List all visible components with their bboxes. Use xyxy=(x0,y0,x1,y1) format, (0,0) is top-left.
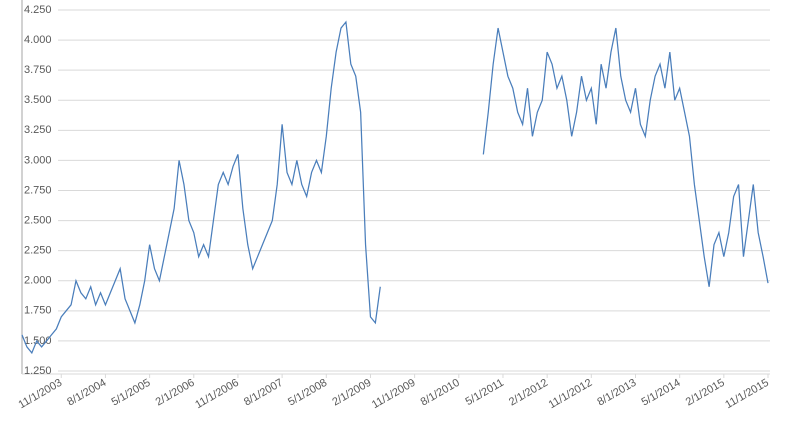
y-tick-label: 1.750 xyxy=(24,305,52,317)
x-tick-label: 5/1/2005 xyxy=(109,377,152,409)
data-line xyxy=(21,20,769,355)
x-tick-label: 8/1/2010 xyxy=(419,377,462,409)
y-tick-label: 3.500 xyxy=(24,94,52,106)
x-tick-label: 8/1/2004 xyxy=(65,377,108,409)
y-tick-label: 1.250 xyxy=(24,365,52,377)
x-tick-label: 11/1/2003 xyxy=(17,377,65,411)
x-tick-label: 5/1/2011 xyxy=(464,377,506,408)
y-tick-label: 3.000 xyxy=(24,154,52,166)
y-tick-label: 2.500 xyxy=(24,214,52,226)
x-tick-label: 2/1/2009 xyxy=(330,377,373,409)
y-tick-label: 4.250 xyxy=(24,4,52,16)
x-tick-label: 2/1/2015 xyxy=(684,377,727,409)
x-tick-label: 11/1/2012 xyxy=(547,377,595,411)
y-tick-label: 2.000 xyxy=(24,275,52,287)
y-tick-label: 2.750 xyxy=(24,184,52,196)
x-tick-label: 2/1/2006 xyxy=(154,377,197,409)
y-tick-label: 3.250 xyxy=(24,124,52,136)
y-tick-label: 2.250 xyxy=(24,245,52,257)
x-tick-label: 11/1/2015 xyxy=(723,377,771,411)
y-tick-label: 3.750 xyxy=(24,64,52,76)
x-tick-label: 5/1/2008 xyxy=(286,377,329,409)
x-tick-label: 8/1/2013 xyxy=(595,377,638,409)
x-tick-label: 5/1/2014 xyxy=(640,377,683,409)
y-tick-label: 4.000 xyxy=(24,34,52,46)
x-tick-label: 8/1/2007 xyxy=(242,377,285,409)
x-tick-label: 2/1/2012 xyxy=(507,377,550,409)
x-tick-label: 11/1/2009 xyxy=(370,377,418,411)
x-tick-label: 11/1/2006 xyxy=(193,377,241,411)
